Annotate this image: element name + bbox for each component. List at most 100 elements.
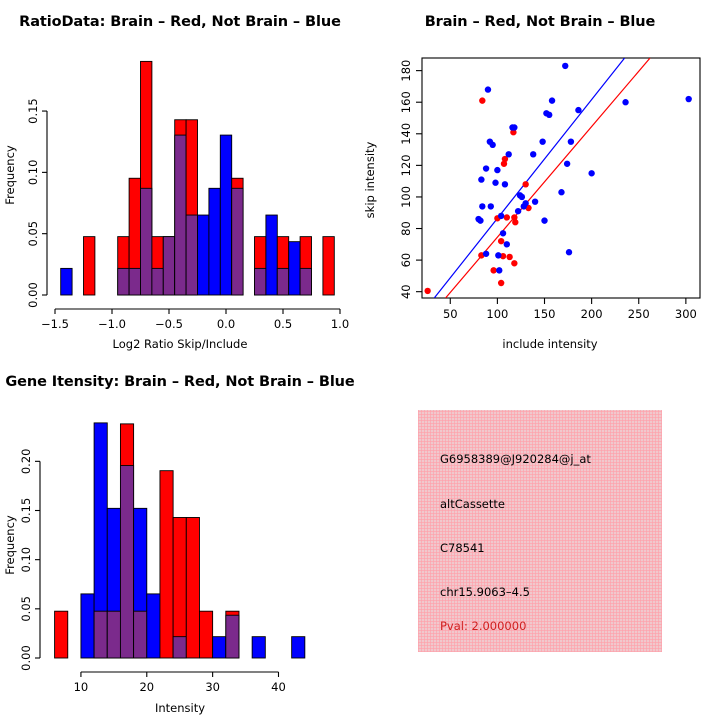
histogram-bar	[219, 134, 233, 296]
panel-annotation-info: G6958389@J920284@j_at altCassette C78541…	[360, 360, 720, 720]
scatter-point	[503, 214, 511, 221]
ratio-histogram-bars	[60, 60, 335, 296]
scatter-svg: 40 60 80 100 120 140 160 180 50 100 150 200 250 300 s…	[363, 57, 701, 351]
histogram-bar	[80, 593, 95, 659]
histogram-bar-overlap	[119, 465, 135, 659]
histogram-bar	[60, 267, 73, 296]
histogram-bar-overlap	[117, 267, 130, 296]
event-type-text: altCassette	[440, 497, 505, 511]
scatter-point	[489, 141, 496, 149]
scatter-point	[622, 99, 629, 106]
scatter-y-tick-label: 60	[399, 253, 413, 268]
histogram-bar	[83, 236, 96, 296]
scatter-y-tick-label: 180	[399, 60, 413, 82]
scatter-point	[495, 252, 502, 259]
histogram-bar	[54, 610, 69, 659]
histogram-bar	[251, 636, 266, 659]
scatter-point	[499, 230, 507, 237]
scatter-point	[424, 287, 431, 295]
histogram-bar-overlap	[276, 267, 290, 296]
scatter-point	[478, 176, 485, 183]
histogram-bar-overlap	[106, 610, 121, 659]
pval-text: Pval: 2.000000	[440, 619, 527, 633]
ratio-histogram-svg: 0.00 0.05 0.10 0.15 −1.5 −1.0 −0.5 0.0 0.5 1.0 Fr…	[3, 60, 349, 351]
ratio-x-tick-label: −1.0	[98, 317, 126, 331]
scatter-point	[487, 203, 494, 210]
scatter-point	[482, 250, 490, 257]
histogram-bar-overlap	[231, 187, 244, 296]
scatter-point	[492, 179, 499, 186]
scatter-point	[522, 181, 529, 188]
scatter-point	[505, 151, 512, 158]
scatter-point	[539, 138, 546, 145]
scatter-point	[558, 189, 565, 196]
scatter-title: Brain – Red, Not Brain – Blue	[424, 14, 656, 30]
histogram-bar	[197, 214, 210, 296]
ratio-x-tick-label: 0.0	[217, 317, 235, 331]
scatter-y-tick-label: 120	[399, 154, 413, 176]
scatter-point	[482, 165, 490, 172]
gene-y-tick-label: 0.05	[19, 596, 33, 622]
histogram-bar	[185, 517, 200, 659]
scatter-point	[511, 124, 518, 131]
histogram-bar-overlap	[254, 267, 267, 296]
scatter-y-tick-label: 40	[399, 284, 413, 299]
scatter-y-axis-label: skip intensity	[363, 141, 377, 218]
scatter-point	[511, 260, 518, 267]
ratio-x-axis-label: Log2 Ratio Skip/Include	[113, 337, 248, 351]
panel-ratio-histogram: RatioData: Brain – Red, Not Brain – Blue…	[0, 0, 360, 360]
scatter-x-axis-label: include intensity	[502, 337, 597, 351]
scatter-point	[530, 151, 537, 158]
gene-y-tick-label: 0.20	[19, 449, 33, 475]
scatter-y-tick-label: 160	[399, 91, 413, 113]
locus-text: chr15.9063–4.5	[440, 585, 530, 599]
histogram-bar	[199, 610, 214, 659]
scatter-point	[500, 160, 508, 167]
ratio-x-tick-label: −1.5	[41, 317, 69, 331]
histogram-bar-overlap	[299, 267, 312, 296]
panel-gene-histogram: Gene Itensity: Brain – Red, Not Brain – …	[0, 360, 360, 720]
ratio-y-tick-label: 0.05	[26, 221, 40, 247]
scatter-point	[501, 181, 509, 188]
regression-line	[433, 58, 626, 298]
gene-histogram-bars	[54, 422, 306, 659]
ratio-x-tick-label: −0.5	[155, 317, 183, 331]
ratio-y-axis-label: Frequency	[3, 145, 17, 205]
scatter-point	[562, 62, 569, 70]
scatter-point	[499, 252, 507, 260]
scatter-point	[477, 217, 484, 224]
histogram-bar-overlap	[185, 214, 198, 296]
scatter-x-tick-label: 200	[581, 307, 603, 321]
probe-id-text: G6958389@J920284@j_at	[440, 452, 591, 466]
histogram-bar-overlap	[133, 610, 148, 659]
histogram-bar-overlap	[172, 636, 187, 659]
ratio-y-tick-label: 0.15	[26, 98, 40, 124]
gene-x-tick-label: 10	[74, 680, 89, 694]
scatter-x-tick-label: 50	[443, 307, 458, 321]
histogram-bar	[146, 593, 161, 659]
gene-histogram-plot: 0.00 0.05 0.10 0.15 0.20 10 20 30 40 Frequency I…	[0, 360, 360, 720]
scatter-point	[541, 217, 548, 224]
histogram-bar	[288, 241, 301, 296]
scatter-point	[490, 267, 497, 274]
ratio-y-tick-label: 0.10	[26, 160, 40, 186]
scatter-point	[565, 249, 573, 256]
histogram-bar	[208, 187, 221, 296]
scatter-x-tick-label: 150	[534, 307, 556, 321]
gene-y-tick-label: 0.10	[19, 547, 33, 573]
scatter-point	[510, 129, 517, 136]
scatter-x-tick-label: 100	[486, 307, 508, 321]
ratio-histogram-plot: 0.00 0.05 0.10 0.15 −1.5 −1.0 −0.5 0.0 0.5 1.0 Fr…	[0, 0, 360, 360]
histogram-bar	[159, 470, 174, 659]
scatter-point	[501, 155, 509, 163]
gene-x-tick-label: 40	[271, 680, 286, 694]
scatter-point	[512, 219, 519, 226]
scatter-fit-lines	[433, 58, 651, 298]
scatter-point	[497, 279, 505, 287]
gene-x-tick-label: 20	[139, 680, 154, 694]
scatter-plot: 40 60 80 100 120 140 160 180 50 100 150 200 250 300 s…	[360, 0, 720, 360]
gene-histogram-title: Gene Itensity: Brain – Red, Not Brain – …	[5, 374, 355, 390]
panel-scatter: Brain – Red, Not Brain – Blue 40 60 80 100 1…	[360, 0, 720, 360]
scatter-point	[522, 200, 529, 207]
scatter-point	[588, 170, 595, 177]
